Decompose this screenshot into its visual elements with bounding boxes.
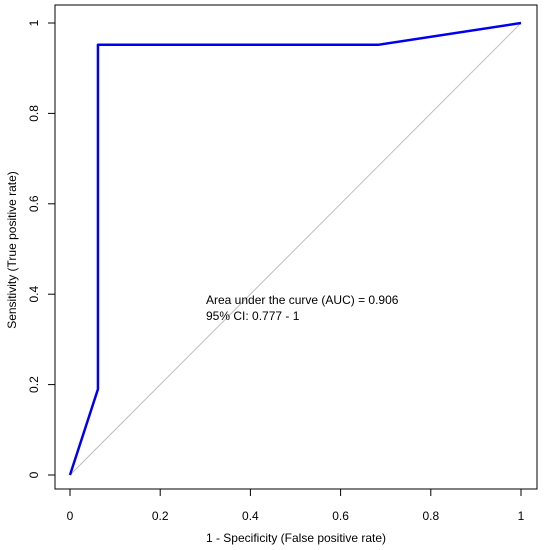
annotation-auc: Area under the curve (AUC) = 0.906 [206,293,399,307]
y-axis: 0 0.2 0.4 0.6 0.8 1 [27,19,56,478]
plot-frame [54,4,538,490]
y-tick-label: 0.6 [27,195,41,212]
roc-curve [68,21,522,476]
x-tick-label: 0.2 [152,509,169,523]
x-tick-label: 0.8 [422,509,439,523]
x-tick-label: 1 [518,509,525,523]
y-tick-label: 0 [27,471,41,478]
x-tick-label: 0 [67,509,74,523]
y-tick-label: 0.2 [27,376,41,393]
y-tick-label: 0.4 [27,286,41,303]
x-axis-label: 1 - Specificity (False positive rate) [206,531,386,545]
annotation-ci: 95% CI: 0.777 - 1 [206,309,300,323]
x-axis: 0 0.2 0.4 0.6 0.8 1 [67,488,525,523]
y-tick-label: 1 [27,19,41,26]
x-tick-label: 0.4 [242,509,259,523]
y-tick-label: 0.8 [27,105,41,122]
reference-diagonal [69,22,522,476]
y-axis-label: Sensitivity (True positive rate) [5,171,19,329]
x-tick-label: 0.6 [332,509,349,523]
